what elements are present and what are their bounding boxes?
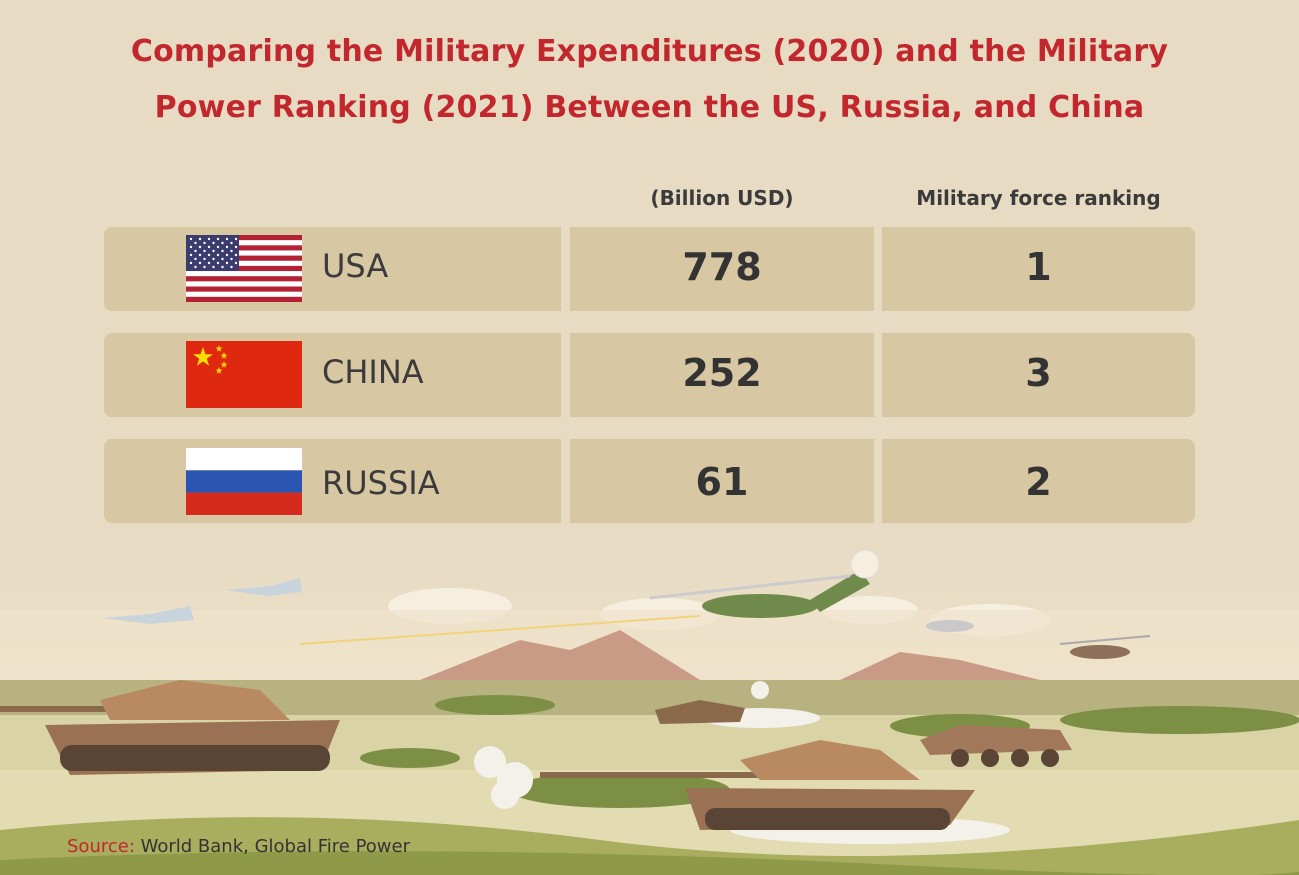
title-line-1: Comparing the Military Expenditures (202…	[130, 34, 1169, 69]
spend-value: 252	[682, 351, 762, 395]
page-title: Comparing the Military Expenditures (202…	[0, 24, 1299, 136]
russia-flag-icon	[186, 448, 302, 515]
country-cell	[104, 227, 561, 311]
title-line-2: Power Ranking (2021) Between the US, Rus…	[154, 90, 1145, 125]
header-spend: (Billion USD)	[650, 186, 794, 210]
country-cell	[104, 439, 561, 523]
tank-icon	[0, 680, 340, 775]
fighter-jet-icon	[102, 578, 302, 624]
source-text: World Bank, Global Fire Power	[140, 836, 410, 857]
rank-cell	[882, 227, 1195, 311]
rank-value: 3	[1025, 351, 1052, 395]
rank-value: 1	[1025, 245, 1052, 289]
spend-cell	[570, 333, 874, 417]
country-name: RUSSIA	[322, 464, 440, 502]
spend-cell	[570, 439, 874, 523]
source-note: Source: World Bank, Global Fire Power	[67, 836, 410, 857]
helicopter-icon	[926, 620, 1151, 659]
header-rank: Military force ranking	[916, 186, 1161, 210]
country-name: CHINA	[322, 353, 424, 391]
helicopter-icon	[299, 549, 880, 645]
spend-cell	[570, 227, 874, 311]
us-flag-icon	[186, 235, 302, 302]
spend-value: 61	[695, 460, 749, 504]
country-name: USA	[322, 247, 389, 285]
tank-icon	[540, 740, 975, 830]
mountain-icon	[420, 630, 700, 680]
rank-value: 2	[1025, 460, 1052, 504]
mountain-icon	[840, 652, 1040, 680]
spend-value: 778	[682, 245, 762, 289]
country-cell	[104, 333, 561, 417]
china-flag-icon	[186, 341, 302, 408]
battlefield-illustration	[0, 540, 1299, 875]
source-label: Source:	[67, 836, 135, 857]
rank-cell	[882, 333, 1195, 417]
armored-vehicle-icon	[920, 725, 1072, 767]
rank-cell	[882, 439, 1195, 523]
tank-icon	[655, 700, 745, 724]
